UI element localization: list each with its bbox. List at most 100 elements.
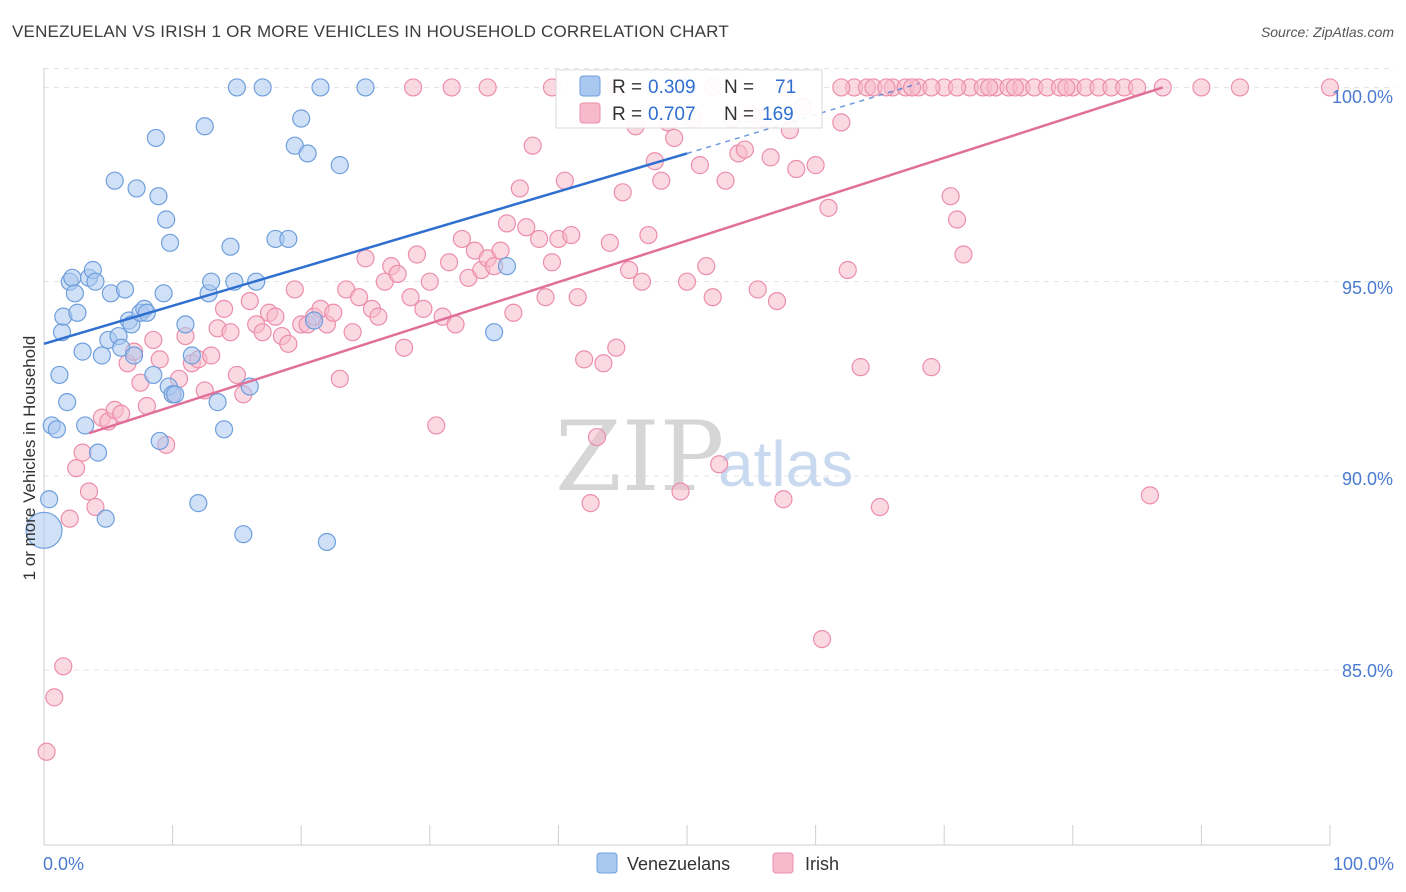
- irish-point: [568, 288, 587, 307]
- venezuelan-point: [227, 78, 246, 97]
- irish-point: [632, 272, 652, 291]
- irish-point: [838, 260, 857, 280]
- irish-point: [369, 307, 388, 326]
- irish-point: [922, 358, 941, 377]
- venezuelan-point: [86, 272, 105, 291]
- stats-box: R = 0.309 N = 71 R = 0.707 N = 169: [555, 69, 823, 129]
- legend: Venezuelans Irish: [596, 852, 839, 874]
- irish-point: [452, 229, 472, 249]
- irish-point: [324, 303, 343, 322]
- irish-point: [517, 218, 536, 237]
- venezuelan-point: [76, 416, 95, 435]
- x-tick-label-min: 0.0%: [43, 854, 84, 874]
- venezuelan-point: [92, 346, 111, 365]
- irish-point: [54, 657, 73, 676]
- irish-point: [542, 253, 562, 272]
- venezuelan-point: [234, 525, 253, 544]
- irish-point: [86, 497, 105, 517]
- venezuelan-point: [311, 78, 330, 97]
- venezuelan-point: [88, 443, 108, 462]
- irish-point: [420, 272, 439, 291]
- irish-stats-swatch: [579, 102, 601, 124]
- venezuelan-point: [304, 311, 324, 330]
- venezuelan-point: [497, 257, 517, 276]
- irish-point: [620, 260, 639, 280]
- irish-point: [748, 280, 767, 299]
- irish-point: [1140, 486, 1160, 505]
- venezuelan-point: [149, 187, 168, 206]
- venezuelan-point: [144, 365, 163, 385]
- irish-point: [414, 299, 433, 318]
- venezuelan-point: [356, 78, 375, 97]
- watermark-zip: ZIP: [555, 401, 724, 513]
- venezuelan-point: [127, 179, 146, 198]
- irish-point: [401, 288, 420, 307]
- venezuelan-point: [166, 385, 185, 404]
- irish-point: [510, 179, 529, 198]
- irish-point: [1230, 78, 1250, 97]
- irish-point: [394, 338, 414, 357]
- venezuelan-point: [253, 78, 272, 97]
- venezuelan-point: [292, 109, 311, 128]
- irish-trend-line: [88, 86, 1164, 435]
- venezuelans-stats-swatch: [579, 75, 601, 97]
- irish-point: [356, 249, 375, 268]
- irish-point: [150, 350, 169, 369]
- irish-point: [504, 303, 523, 322]
- irish-point: [227, 365, 246, 385]
- grid-lines: [44, 68, 1395, 671]
- irish-point: [870, 497, 890, 517]
- irish-point: [491, 241, 510, 260]
- irish-point: [947, 210, 967, 229]
- venezuelan-point: [189, 494, 208, 513]
- venezuelan-point: [73, 342, 92, 361]
- irish-n-value: 169: [762, 104, 794, 125]
- irish-point: [343, 323, 362, 342]
- irish-point: [442, 78, 461, 97]
- irish-point: [735, 140, 754, 159]
- irish-point: [812, 629, 832, 649]
- watermark: ZIP atlas: [555, 401, 853, 513]
- legend-venezuelans-swatch: [596, 852, 618, 874]
- irish-point: [947, 78, 967, 97]
- irish-point: [677, 272, 697, 291]
- irish-point: [388, 264, 407, 284]
- venezuelan-point: [50, 365, 69, 385]
- irish-point: [690, 156, 709, 175]
- irish-point: [530, 229, 549, 249]
- irish-point: [703, 288, 722, 307]
- irish-point: [562, 225, 581, 245]
- venezuelan-point: [195, 117, 214, 136]
- irish-point: [581, 494, 600, 513]
- irish-point: [774, 490, 793, 509]
- irish-point: [523, 136, 542, 155]
- x-tick-label-max: 100.0%: [1333, 854, 1394, 874]
- irish-n-label: N =: [724, 104, 754, 125]
- irish-point: [427, 416, 446, 435]
- venezuelan-point: [176, 315, 195, 334]
- irish-point: [73, 443, 92, 462]
- irish-point: [710, 455, 729, 474]
- irish-point: [45, 688, 64, 707]
- venezuelan-point: [40, 490, 59, 509]
- irish-point: [67, 459, 86, 478]
- venezuelan-point: [105, 171, 124, 190]
- chart-title: VENEZUELAN VS IRISH 1 OR MORE VEHICLES I…: [12, 22, 729, 41]
- irish-point: [954, 245, 973, 264]
- irish-point: [613, 183, 632, 202]
- venezuelan-point: [157, 210, 176, 229]
- venezuelan-point: [68, 303, 87, 322]
- irish-point: [587, 427, 607, 447]
- irish-point: [941, 187, 960, 206]
- y-tick-label-95: 95.0%: [1342, 278, 1393, 298]
- irish-point: [787, 159, 806, 179]
- irish-point: [1005, 78, 1025, 97]
- irish-point: [407, 245, 427, 264]
- trend-lines: [43, 82, 1164, 435]
- irish-point: [832, 113, 851, 132]
- irish-point: [497, 214, 517, 233]
- venezuelans-r-label: R =: [612, 77, 642, 98]
- irish-point: [240, 292, 259, 311]
- legend-irish-swatch: [772, 852, 794, 874]
